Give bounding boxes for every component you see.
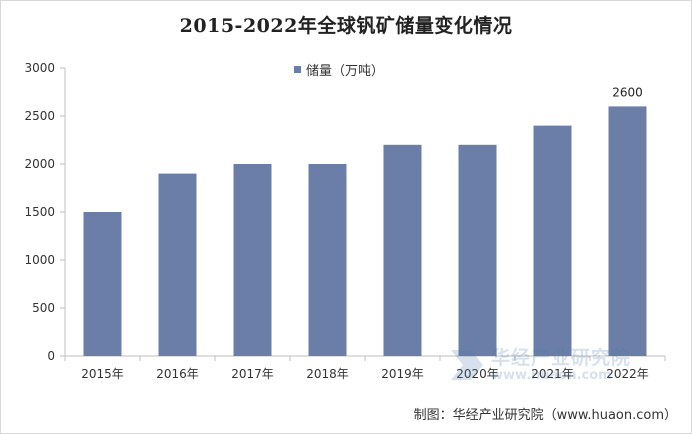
bar-2022年 [609,106,647,356]
data-label: 2600 [612,85,643,99]
y-tick-label: 2000 [24,157,55,171]
y-tick-label: 500 [32,301,55,315]
legend-label: 储量（万吨） [306,60,384,79]
bar-2015年 [84,212,122,356]
x-tick-label: 2018年 [306,367,349,381]
legend-swatch [294,66,301,73]
x-tick-label: 2015年 [81,367,124,381]
bar-2017年 [234,164,272,356]
chart-legend: 储量（万吨） [294,60,384,79]
bar-2019年 [384,145,422,356]
bar-2018年 [309,164,347,356]
y-tick-label: 0 [47,349,55,363]
x-tick-label: 2019年 [381,367,424,381]
bar-2020年 [459,145,497,356]
x-tick-label: 2016年 [156,367,199,381]
x-tick-label: 2022年 [606,367,649,381]
source-note: 制图：华经产业研究院（www.huaon.com） [414,404,677,423]
y-tick-label: 1000 [24,253,55,267]
x-tick-label: 2017年 [231,367,274,381]
bar-2016年 [159,174,197,356]
x-tick-label: 2021年 [531,367,574,381]
y-tick-label: 3000 [24,61,55,75]
y-tick-label: 2500 [24,109,55,123]
y-tick-label: 1500 [24,205,55,219]
x-tick-label: 2020年 [456,367,499,381]
bar-2021年 [534,126,572,356]
